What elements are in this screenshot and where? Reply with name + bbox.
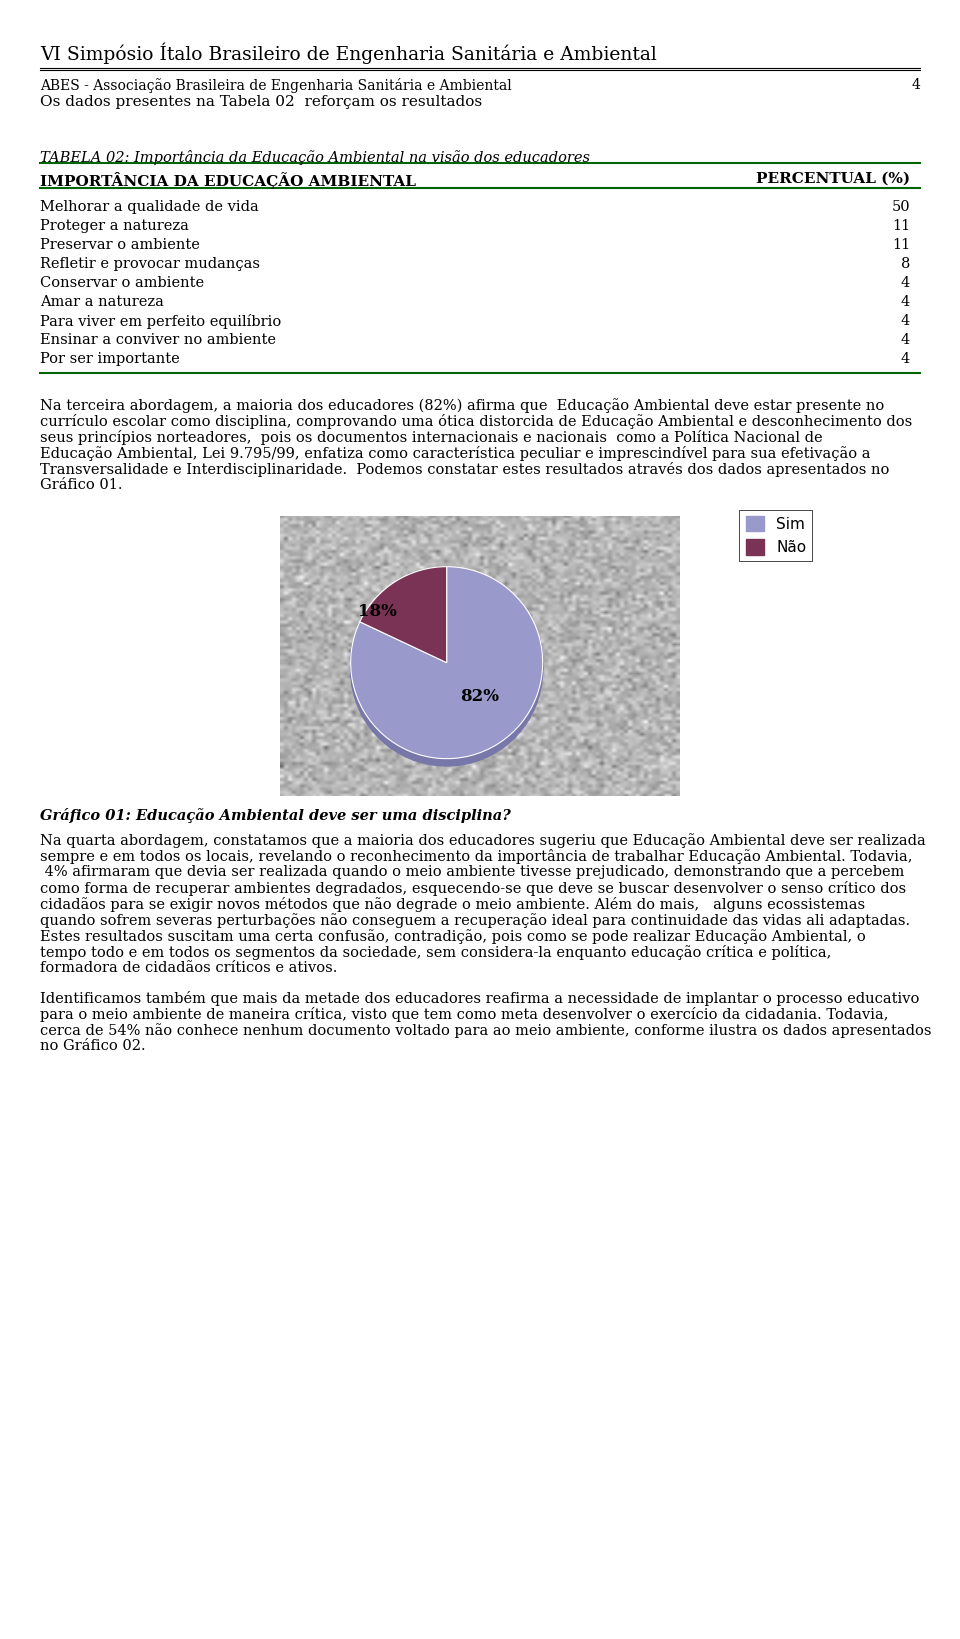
Text: Transversalidade e Interdisciplinaridade.  Podemos constatar estes resultados at: Transversalidade e Interdisciplinaridade… — [40, 462, 889, 477]
Text: 4: 4 — [900, 275, 910, 290]
Polygon shape — [494, 741, 501, 754]
Text: 4: 4 — [900, 352, 910, 365]
Text: 4: 4 — [900, 315, 910, 328]
Polygon shape — [438, 759, 446, 765]
Polygon shape — [508, 731, 515, 744]
Wedge shape — [350, 567, 542, 759]
Polygon shape — [354, 687, 356, 703]
Text: Na quarta abordagem, constatamos que a maioria dos educadores sugeriu que Educaç: Na quarta abordagem, constatamos que a m… — [40, 833, 925, 847]
Text: VI Simpósio Ítalo Brasileiro de Engenharia Sanitária e Ambiental: VI Simpósio Ítalo Brasileiro de Engenhar… — [40, 43, 657, 64]
Text: Refletir e provocar mudanças: Refletir e provocar mudanças — [40, 257, 260, 270]
Text: quando sofrem severas perturbações não conseguem a recuperação ideal para contin: quando sofrem severas perturbações não c… — [40, 913, 915, 928]
Text: Amar a natureza: Amar a natureza — [40, 295, 164, 310]
Polygon shape — [525, 711, 530, 724]
Polygon shape — [392, 741, 398, 752]
Polygon shape — [430, 757, 438, 765]
Polygon shape — [372, 724, 378, 738]
Polygon shape — [351, 670, 352, 687]
Polygon shape — [501, 736, 508, 749]
Polygon shape — [368, 718, 372, 731]
Text: no Gráfico 02.: no Gráfico 02. — [40, 1039, 146, 1052]
Text: Por ser importante: Por ser importante — [40, 352, 180, 365]
Polygon shape — [446, 759, 455, 765]
Text: Para viver em perfeito equilíbrio: Para viver em perfeito equilíbrio — [40, 315, 281, 329]
Text: como forma de recuperar ambientes degradados, esquecendo-se que deve se buscar d: como forma de recuperar ambientes degrad… — [40, 882, 906, 897]
Text: 4: 4 — [900, 333, 910, 347]
Text: currículo escolar como disciplina, comprovando uma ótica distorcida de Educação : currículo escolar como disciplina, compr… — [40, 415, 912, 429]
Text: Preservar o ambiente: Preservar o ambiente — [40, 238, 200, 252]
Polygon shape — [406, 749, 414, 760]
Text: IMPORTÂNCIA DA EDUCAÇÃO AMBIENTAL: IMPORTÂNCIA DA EDUCAÇÃO AMBIENTAL — [40, 172, 416, 188]
Text: 50: 50 — [892, 200, 910, 215]
Polygon shape — [540, 638, 541, 654]
Text: formadora de cidadãos críticos e ativos.: formadora de cidadãos críticos e ativos. — [40, 960, 337, 975]
Text: Os dados presentes na Tabela 02  reforçam os resultados: Os dados presentes na Tabela 02 reforçam… — [40, 95, 482, 110]
Polygon shape — [421, 756, 430, 764]
Polygon shape — [455, 757, 463, 765]
Text: Conservar o ambiente: Conservar o ambiente — [40, 275, 204, 290]
Polygon shape — [537, 688, 540, 703]
Text: 18%: 18% — [358, 603, 396, 621]
Text: 4% afirmaram que devia ser realizada quando o meio ambiente tivesse prejudicado,: 4% afirmaram que devia ser realizada qua… — [40, 865, 904, 879]
Polygon shape — [385, 736, 392, 749]
Text: Gráfico 01.: Gráfico 01. — [40, 479, 123, 492]
Text: 11: 11 — [892, 238, 910, 252]
Text: ABES - Associação Brasileira de Engenharia Sanitária e Ambiental: ABES - Associação Brasileira de Engenhar… — [40, 79, 512, 93]
Polygon shape — [534, 695, 537, 711]
Polygon shape — [364, 710, 368, 724]
Text: 4: 4 — [900, 295, 910, 310]
Text: Identificamos também que mais da metade dos educadores reafirma a necessidade de: Identificamos também que mais da metade … — [40, 992, 920, 1006]
Polygon shape — [471, 752, 479, 762]
Polygon shape — [541, 670, 542, 687]
Polygon shape — [463, 756, 471, 764]
Polygon shape — [352, 679, 354, 695]
Polygon shape — [479, 749, 487, 760]
Text: Educação Ambiental, Lei 9.795/99, enfatiza como característica peculiar e impres: Educação Ambiental, Lei 9.795/99, enfati… — [40, 446, 871, 461]
Text: 4: 4 — [911, 79, 920, 92]
Polygon shape — [487, 746, 494, 757]
Text: tempo todo e em todos os segmentos da sociedade, sem considera-la enquanto educa: tempo todo e em todos os segmentos da so… — [40, 946, 831, 960]
Polygon shape — [515, 724, 520, 738]
Text: PERCENTUAL (%): PERCENTUAL (%) — [756, 172, 910, 185]
Text: Melhorar a qualidade de vida: Melhorar a qualidade de vida — [40, 200, 259, 215]
Polygon shape — [414, 752, 421, 762]
Text: 82%: 82% — [461, 687, 499, 705]
Text: 8: 8 — [900, 257, 910, 270]
Polygon shape — [356, 695, 360, 710]
Text: cidadãos para se exigir novos métodos que não degrade o meio ambiente. Além do m: cidadãos para se exigir novos métodos qu… — [40, 897, 865, 911]
Text: TABELA 02: Importância da Educação Ambiental na visão dos educadores: TABELA 02: Importância da Educação Ambie… — [40, 151, 590, 166]
Text: Gráfico 01: Educação Ambiental deve ser uma disciplina?: Gráfico 01: Educação Ambiental deve ser … — [40, 808, 511, 823]
Text: Na terceira abordagem, a maioria dos educadores (82%) afirma que  Educação Ambie: Na terceira abordagem, a maioria dos edu… — [40, 398, 884, 413]
Text: sempre e em todos os locais, revelando o reconhecimento da importância de trabal: sempre e em todos os locais, revelando o… — [40, 849, 913, 864]
Wedge shape — [360, 567, 446, 662]
Polygon shape — [378, 731, 385, 744]
Polygon shape — [351, 646, 352, 661]
Text: Proteger a natureza: Proteger a natureza — [40, 220, 189, 233]
Text: Estes resultados suscitam uma certa confusão, contradição, pois como se pode rea: Estes resultados suscitam uma certa conf… — [40, 929, 866, 944]
Polygon shape — [360, 703, 364, 718]
Polygon shape — [540, 680, 541, 695]
Text: para o meio ambiente de maneira crítica, visto que tem como meta desenvolver o e: para o meio ambiente de maneira crítica,… — [40, 1006, 889, 1023]
Text: cerca de 54% não conhece nenhum documento voltado para ao meio ambiente, conform: cerca de 54% não conhece nenhum document… — [40, 1023, 931, 1037]
Text: 11: 11 — [892, 220, 910, 233]
Polygon shape — [530, 703, 534, 718]
Text: Ensinar a conviver no ambiente: Ensinar a conviver no ambiente — [40, 333, 276, 347]
Text: seus princípios norteadores,  pois os documentos internacionais e nacionais  com: seus princípios norteadores, pois os doc… — [40, 429, 823, 446]
Polygon shape — [541, 646, 542, 662]
Polygon shape — [520, 718, 525, 733]
Polygon shape — [398, 746, 406, 757]
Legend: Sim, Não: Sim, Não — [739, 510, 812, 562]
